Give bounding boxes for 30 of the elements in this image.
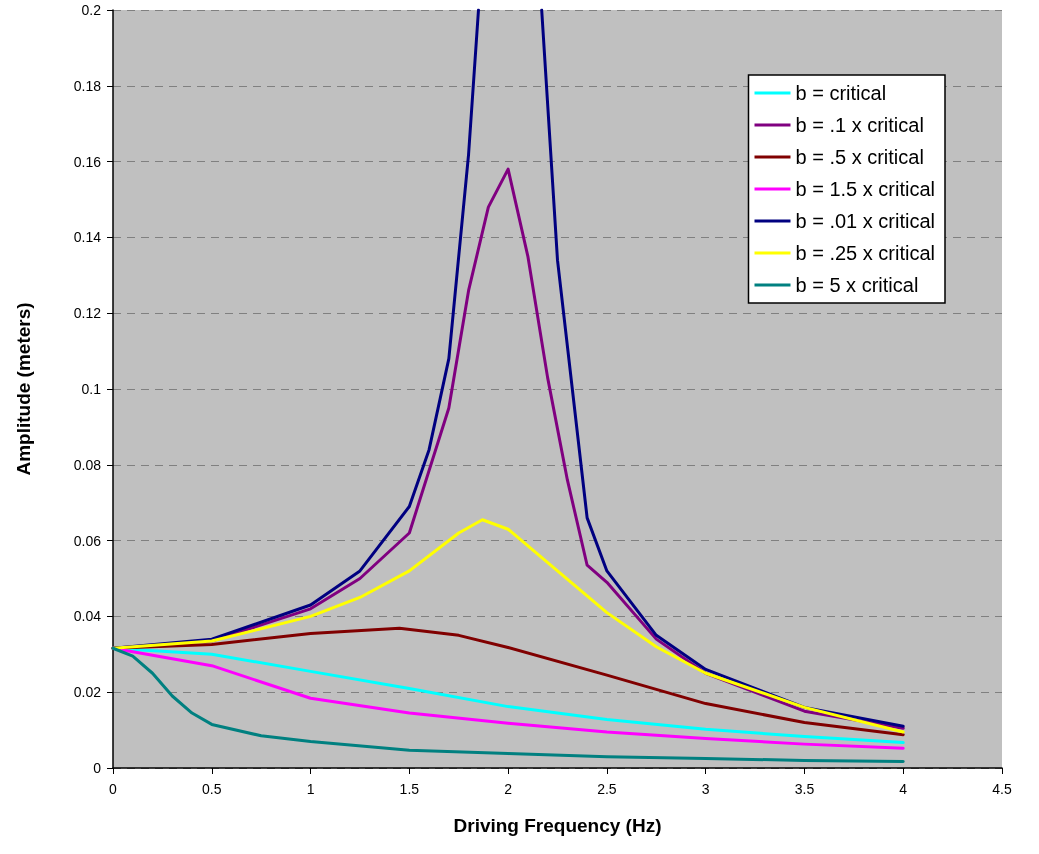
y-tick-label: 0.16 [73,153,102,170]
x-tick-label: 4 [899,781,908,797]
y-tick-label: 0.14 [73,229,102,246]
x-tick-label: 2 [504,781,513,797]
legend-label: b = .1 x critical [795,114,924,136]
y-tick-label: 0.18 [73,77,102,94]
y-tick-label: 0.1 [81,381,102,397]
y-tick-label: 0 [93,760,102,776]
y-tick-label: 0.12 [73,305,102,322]
legend-label: b = critical [795,82,887,104]
x-tick-label: 3.5 [794,781,815,797]
y-tick-label: 0.06 [73,532,102,549]
y-tick-label: 0.04 [73,608,102,625]
x-tick-label: 3 [701,781,710,797]
legend-label: b = .25 x critical [795,242,936,264]
legend-label: b = .01 x critical [795,210,936,232]
x-tick-label: 1.5 [399,781,420,797]
x-axis-title: Driving Frequency (Hz) [453,815,662,836]
legend-label: b = 1.5 x critical [795,178,936,200]
x-tick-label: 4.5 [992,781,1012,797]
x-tick-label: 1 [306,781,315,797]
x-tick-label: 2.5 [597,781,617,797]
legend-label: b = 5 x critical [795,274,919,296]
legend-label: b = .5 x critical [795,146,924,168]
y-axis-title: Amplitude (meters) [13,302,34,476]
y-tick-label: 0.02 [73,684,102,701]
x-tick-label: 0.5 [202,781,222,797]
x-tick-label: 0 [109,781,118,797]
y-tick-label: 0.08 [73,456,102,473]
y-tick-label: 0.2 [81,2,102,18]
